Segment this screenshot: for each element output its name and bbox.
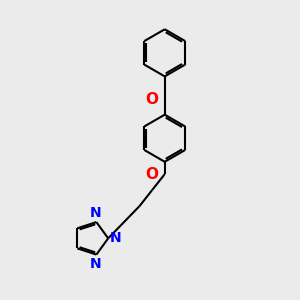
Text: O: O bbox=[145, 92, 158, 107]
Text: O: O bbox=[145, 167, 158, 182]
Text: N: N bbox=[90, 206, 102, 220]
Text: N: N bbox=[90, 257, 102, 271]
Text: N: N bbox=[110, 231, 121, 245]
